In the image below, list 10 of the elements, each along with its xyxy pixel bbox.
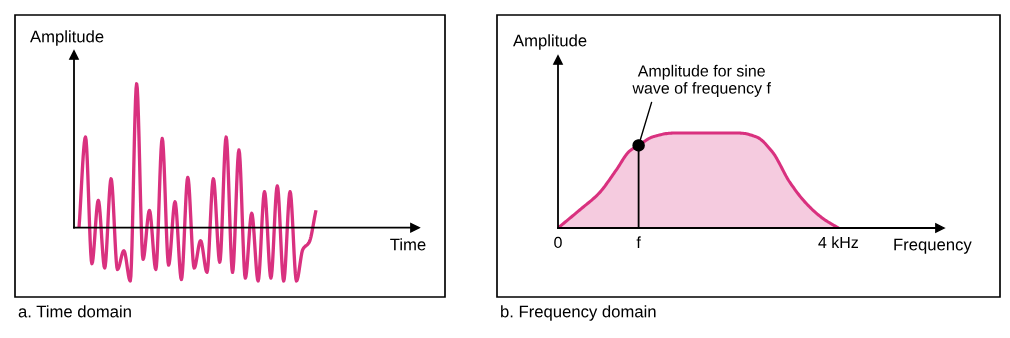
text: a. Time domain [18, 305, 131, 318]
y-axis-title: Amplitude [513, 34, 587, 50]
x-axis-title: Frequency [894, 238, 972, 254]
y-axis-title: Amplitude [30, 30, 104, 46]
annotation: Amplitude for sine wave of frequency f [632, 64, 771, 97]
x-axis-title: Time [390, 238, 426, 251]
x-tick-label: f [636, 236, 641, 248]
x-tick-label: 0 [554, 236, 562, 249]
text: b. Frequency domain [501, 305, 656, 321]
x-tick-label: 4 kHz [818, 236, 858, 248]
